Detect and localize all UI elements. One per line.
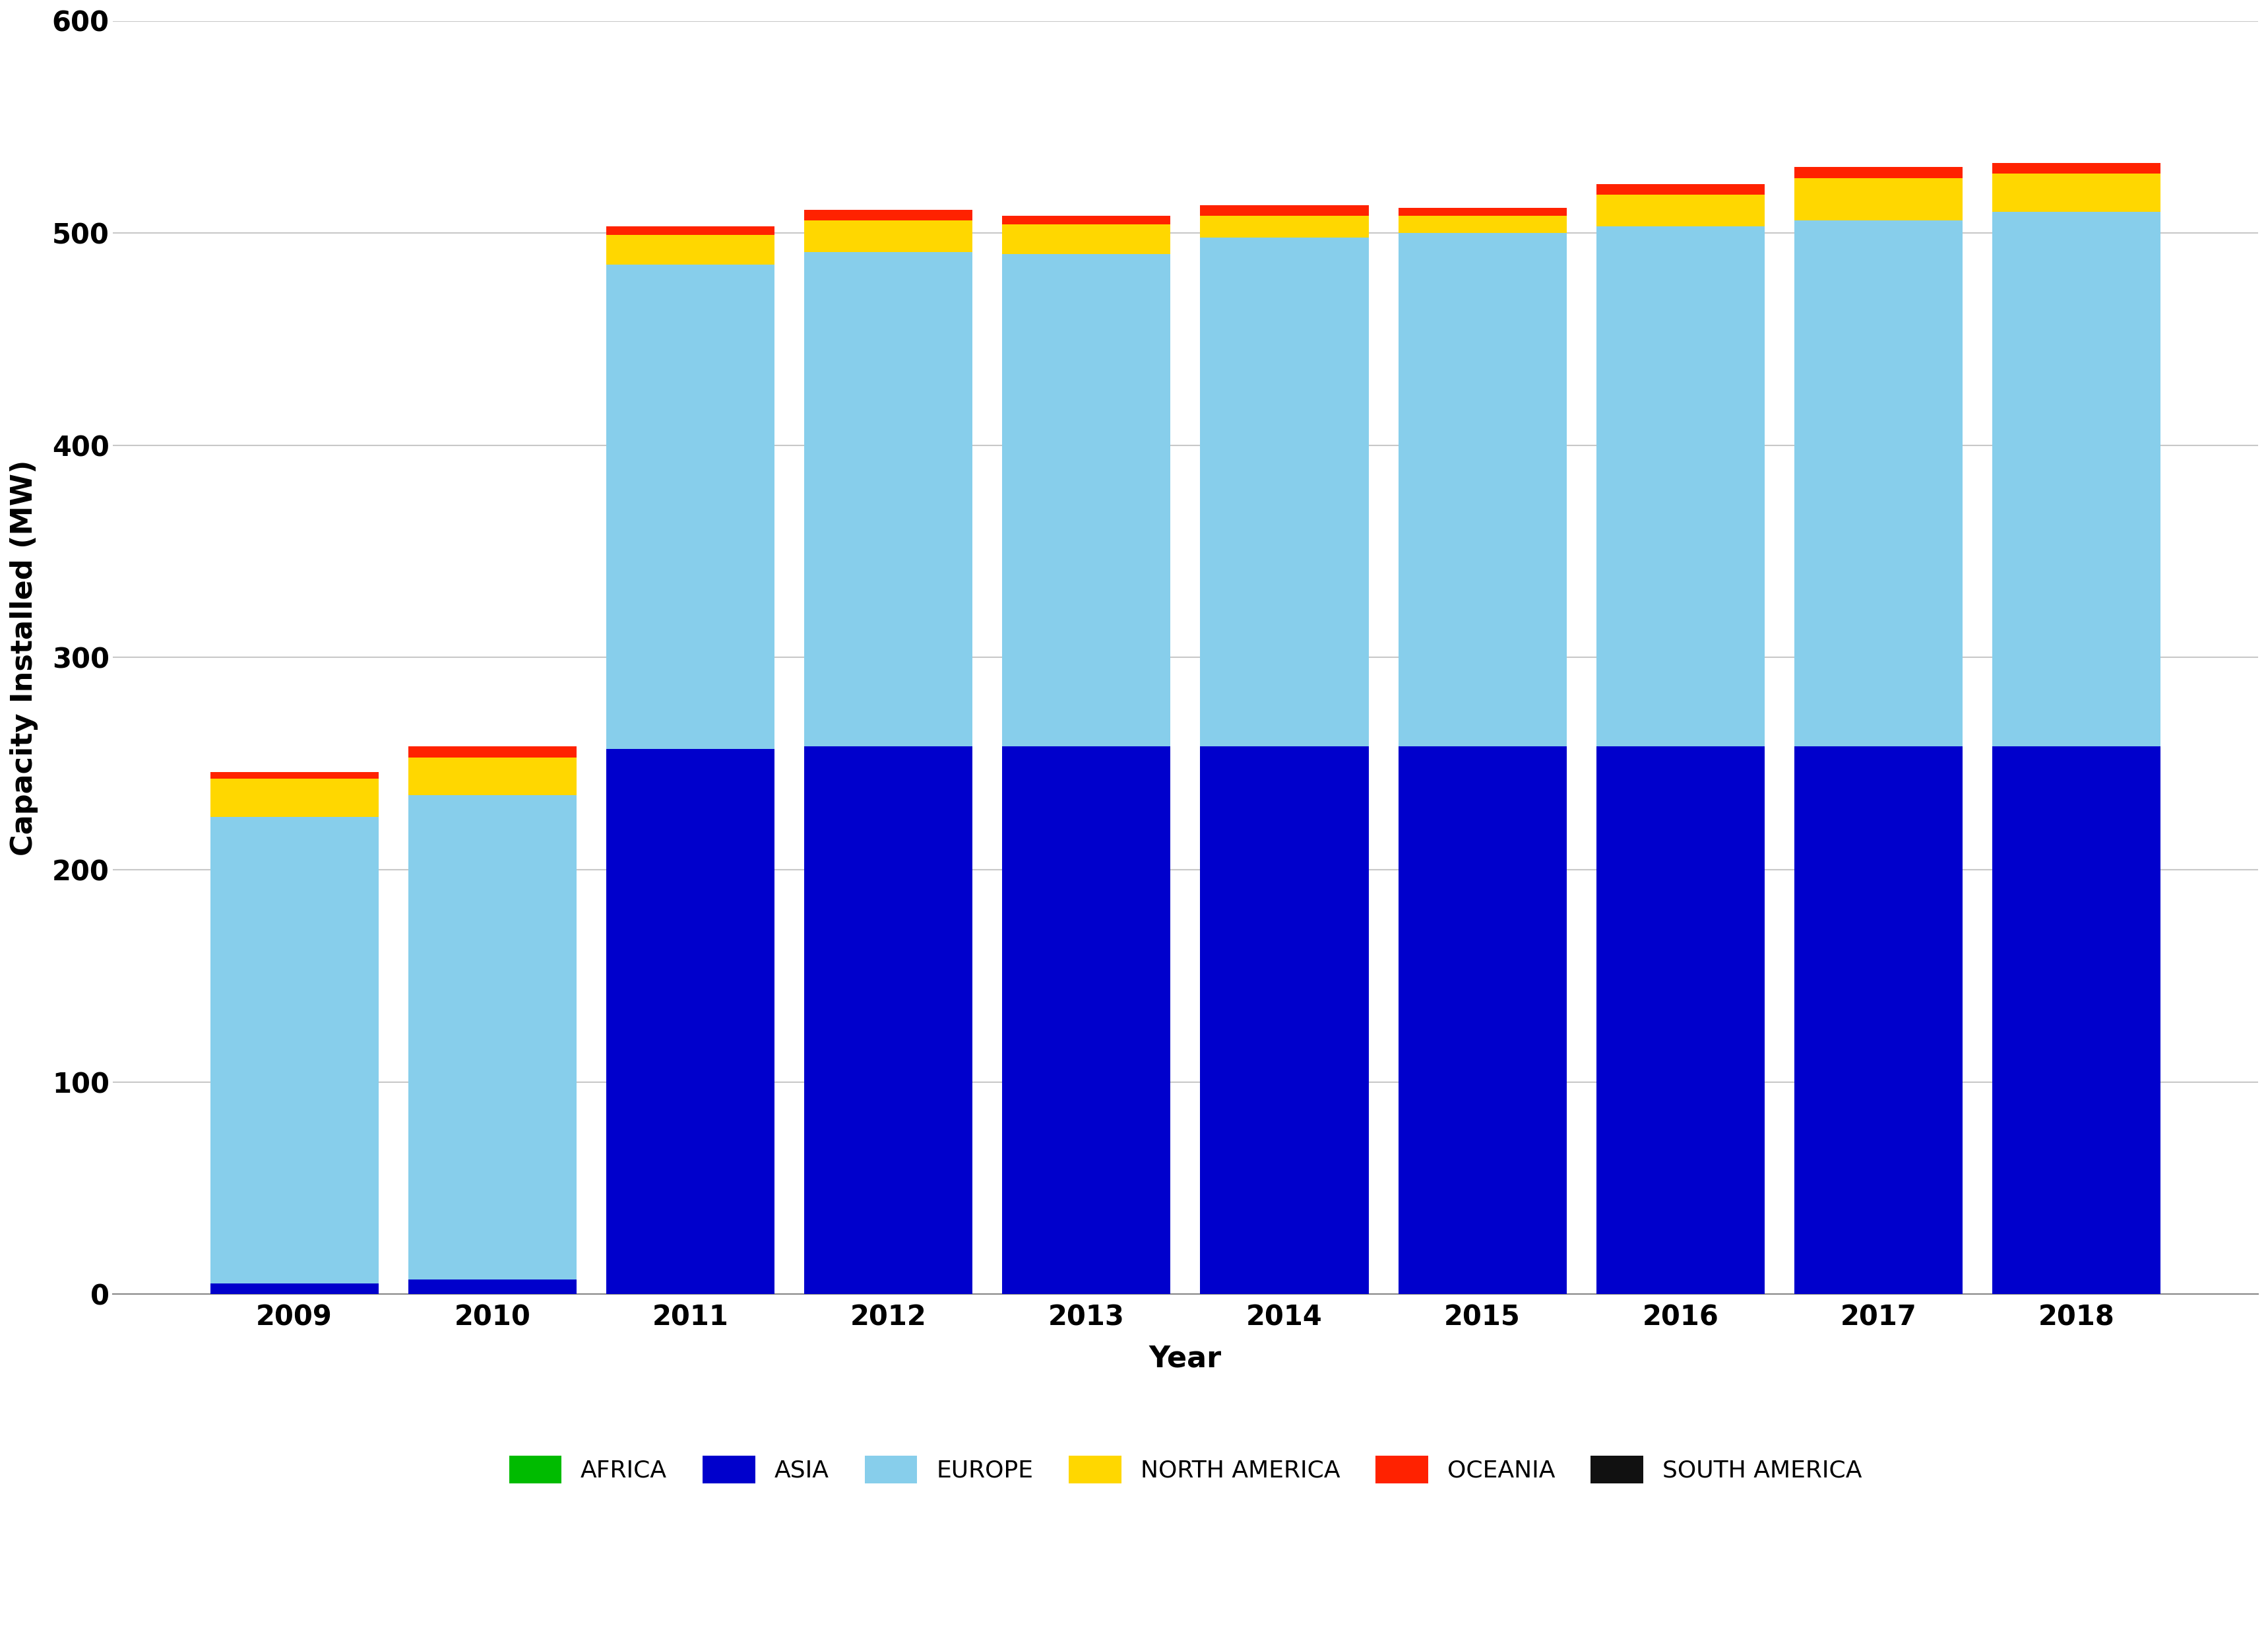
Bar: [606, 750, 773, 1294]
Bar: [1397, 216, 1567, 233]
Bar: [1200, 205, 1368, 216]
Bar: [1597, 226, 1765, 746]
Bar: [1991, 163, 2161, 173]
Bar: [211, 779, 379, 817]
Bar: [1794, 167, 1962, 178]
Bar: [606, 226, 773, 234]
Bar: [211, 817, 379, 1283]
Bar: [1597, 746, 1765, 1294]
Bar: [1991, 173, 2161, 211]
Bar: [1002, 254, 1170, 746]
Y-axis label: Capacity Installed (MW): Capacity Installed (MW): [9, 459, 39, 855]
Bar: [1597, 185, 1765, 195]
Bar: [408, 796, 576, 1280]
Bar: [1397, 233, 1567, 746]
Bar: [1397, 208, 1567, 216]
Bar: [1200, 238, 1368, 746]
Bar: [1794, 220, 1962, 746]
Bar: [408, 1280, 576, 1294]
Bar: [606, 264, 773, 750]
Legend: AFRICA, ASIA, EUROPE, NORTH AMERICA, OCEANIA, SOUTH AMERICA: AFRICA, ASIA, EUROPE, NORTH AMERICA, OCE…: [499, 1446, 1871, 1493]
Bar: [1794, 746, 1962, 1294]
Bar: [1002, 225, 1170, 254]
Bar: [1794, 178, 1962, 220]
Bar: [1991, 746, 2161, 1294]
Bar: [1002, 746, 1170, 1294]
Bar: [408, 746, 576, 758]
Bar: [805, 210, 973, 220]
Bar: [805, 220, 973, 253]
Bar: [805, 253, 973, 746]
Bar: [1200, 216, 1368, 238]
Bar: [606, 234, 773, 264]
Bar: [1002, 216, 1170, 225]
Bar: [1597, 195, 1765, 226]
Bar: [211, 773, 379, 779]
Bar: [1397, 746, 1567, 1294]
Bar: [1991, 211, 2161, 746]
X-axis label: Year: Year: [1150, 1346, 1222, 1374]
Bar: [211, 1283, 379, 1294]
Bar: [408, 758, 576, 796]
Bar: [805, 746, 973, 1294]
Bar: [1200, 746, 1368, 1294]
